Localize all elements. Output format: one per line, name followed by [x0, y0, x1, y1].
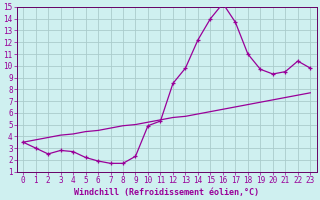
X-axis label: Windchill (Refroidissement éolien,°C): Windchill (Refroidissement éolien,°C) — [74, 188, 259, 197]
